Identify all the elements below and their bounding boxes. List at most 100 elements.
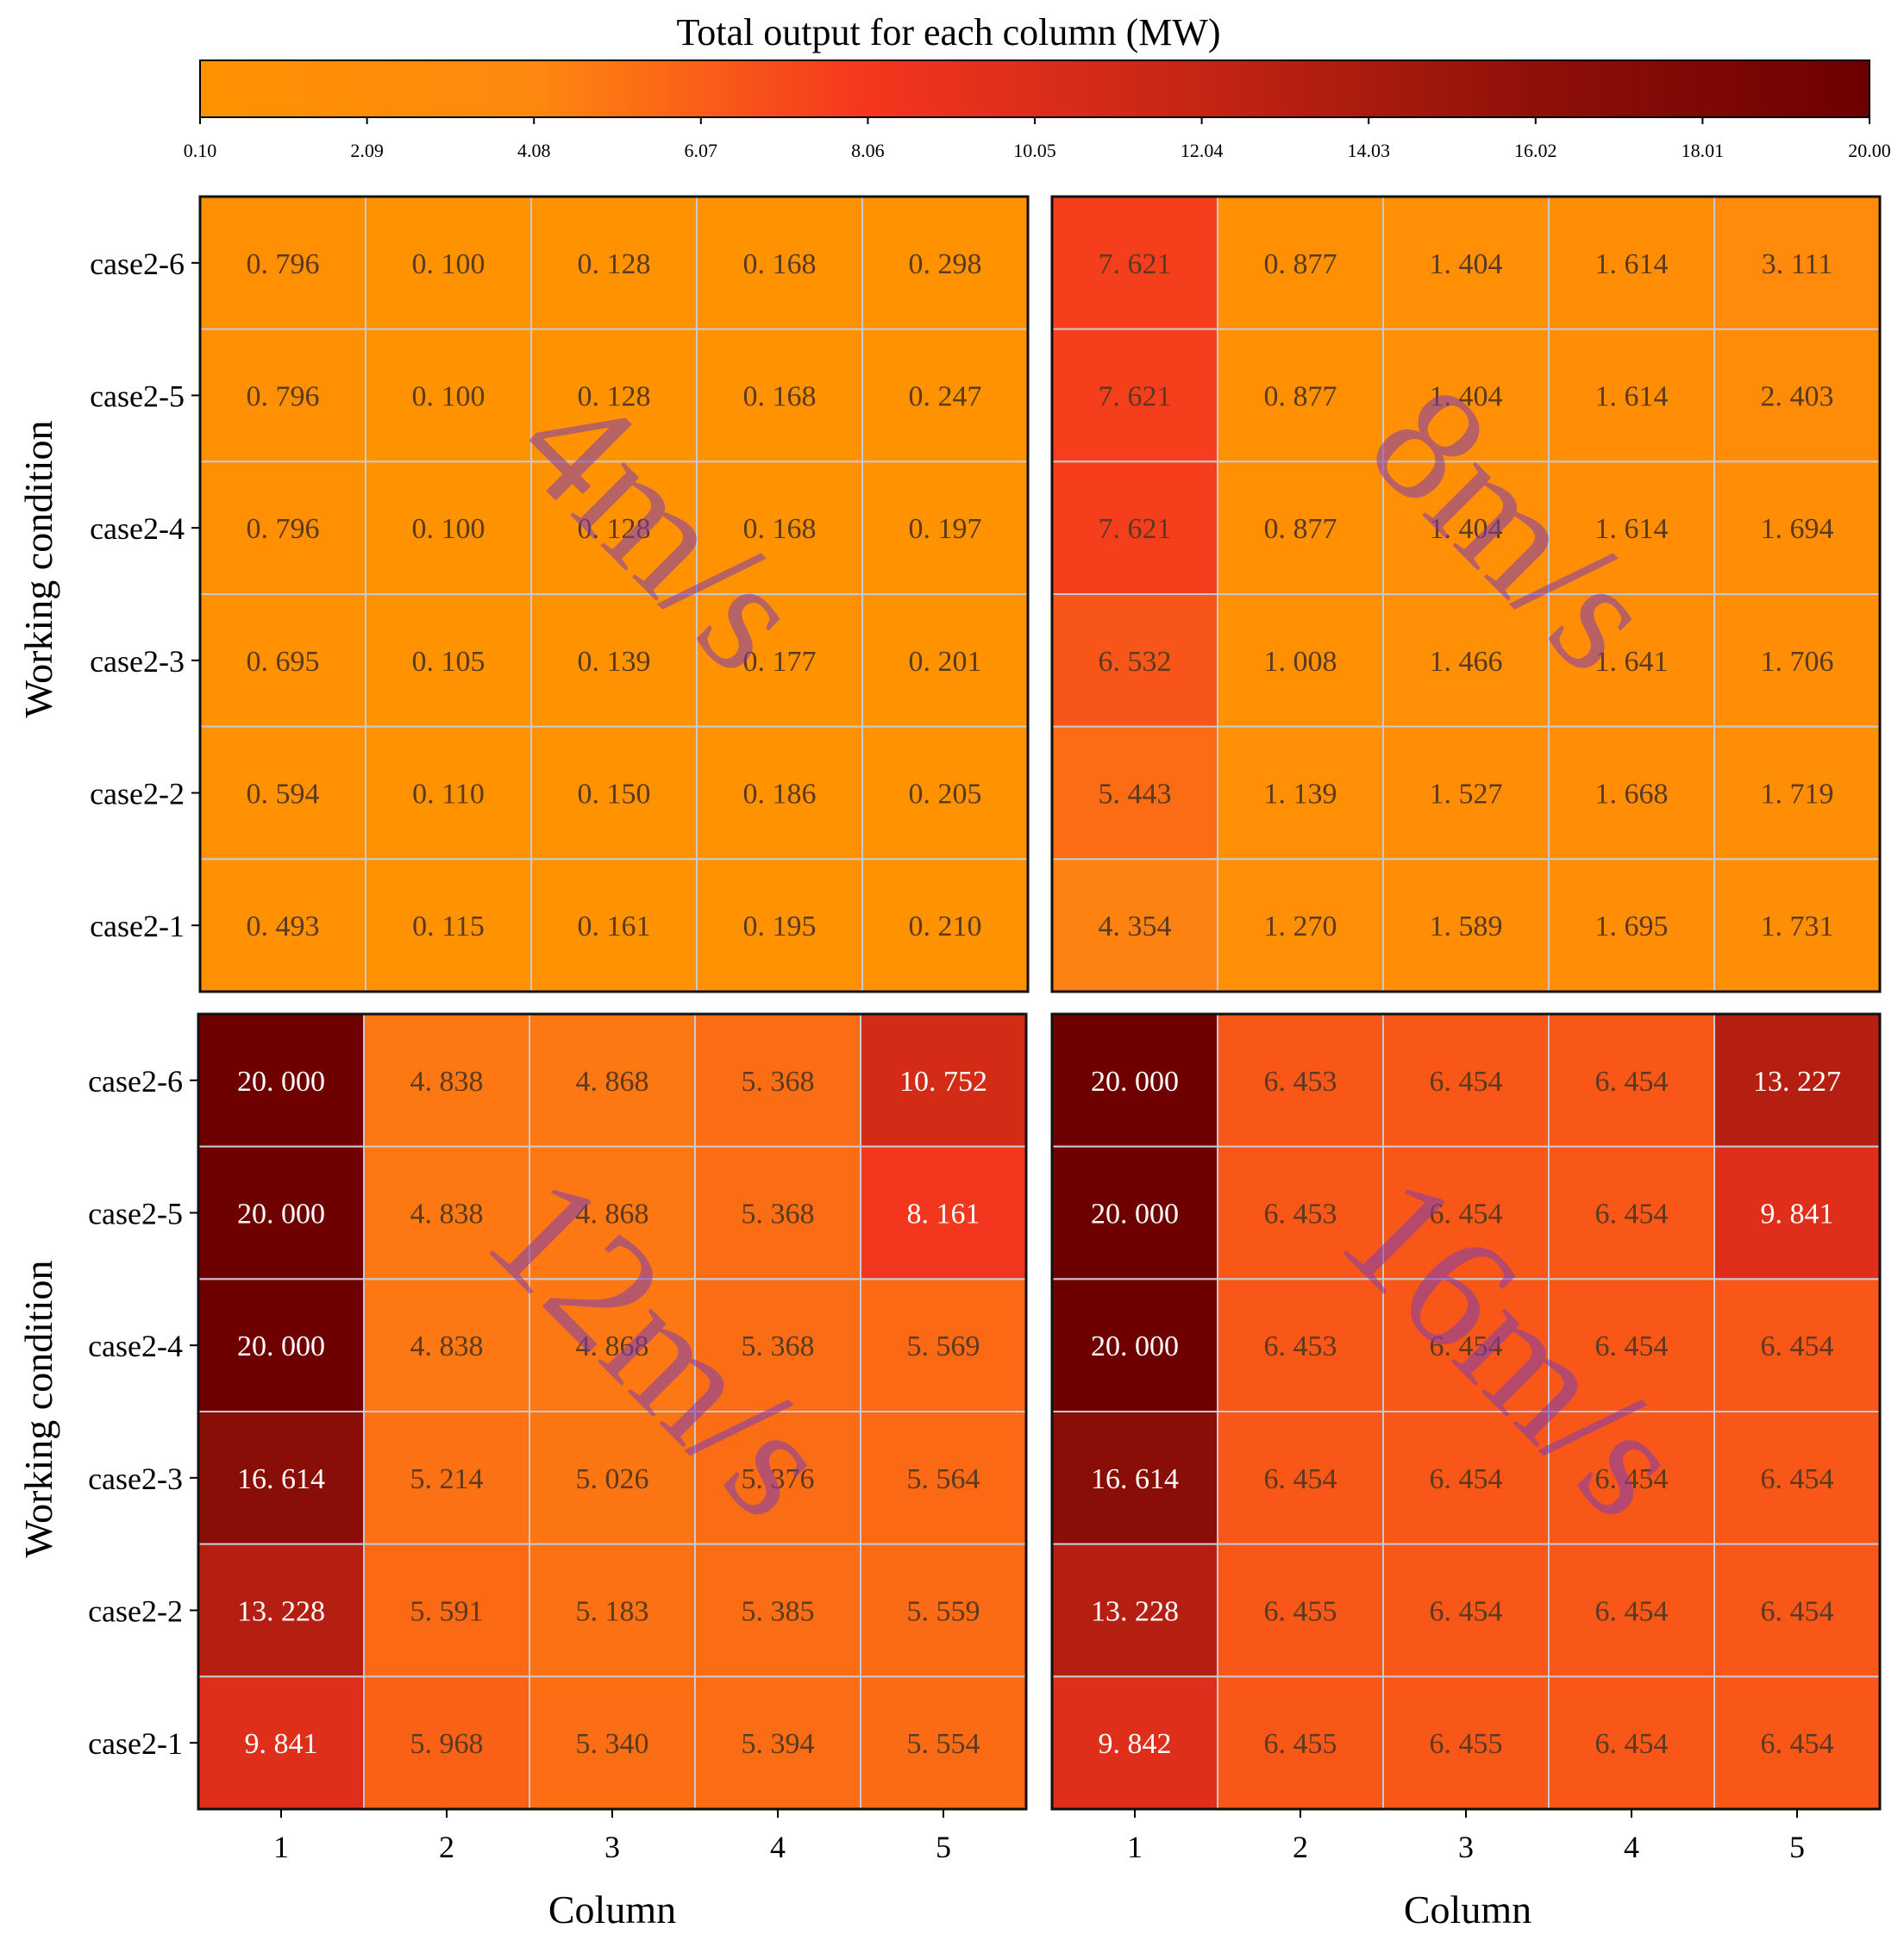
x-tick-label: 5	[1789, 1830, 1805, 1864]
x-tick-label: 4	[770, 1830, 786, 1864]
cell-value-label: 13. 228	[1091, 1596, 1179, 1628]
cell-value-label: 6. 454	[1761, 1463, 1834, 1495]
cell-value-label: 0. 177	[743, 646, 817, 678]
cell-value-label: 0. 796	[247, 513, 320, 545]
colorbar-tick-label: 6.07	[685, 140, 718, 161]
cell-value-label: 16. 614	[1091, 1463, 1179, 1495]
heatmap-cell	[694, 1145, 861, 1280]
heatmap-cell	[860, 1411, 1027, 1545]
heatmap-cell	[529, 1411, 696, 1545]
cell-value-label: 6. 454	[1595, 1463, 1669, 1495]
heatmap-cell	[860, 1543, 1027, 1678]
cell-value-label: 4. 838	[410, 1331, 484, 1362]
heatmap-cell	[365, 858, 532, 992]
cell-value-label: 6. 454	[1430, 1463, 1503, 1495]
cell-value-label: 9. 841	[1761, 1199, 1834, 1230]
cell-value-label: 3. 111	[1762, 248, 1832, 280]
cell-value-label: 0. 100	[412, 248, 485, 280]
heatmap-cell	[1051, 1013, 1218, 1148]
cell-value-label: 1. 668	[1595, 779, 1669, 811]
cell-value-label: 0. 128	[578, 381, 651, 413]
y-tick-label: case2-2	[88, 1594, 183, 1629]
heatmap-cell	[199, 593, 366, 728]
colorbar-tick-label: 12.04	[1181, 140, 1224, 161]
heatmap-cell	[1051, 593, 1218, 728]
y-tick-label: case2-4	[88, 1329, 183, 1363]
y-tick-label: case2-5	[88, 1197, 183, 1231]
cell-value-label: 1. 614	[1595, 381, 1669, 413]
cell-value-label: 0. 128	[578, 248, 651, 280]
heatmap-cell	[696, 328, 863, 463]
cell-value-label: 0. 695	[247, 646, 320, 678]
cell-value-label: 0. 168	[743, 248, 817, 280]
cell-value-label: 5. 554	[907, 1728, 980, 1760]
heatmap-cell	[1051, 328, 1218, 463]
heatmap-cell	[1713, 1013, 1881, 1148]
cell-value-label: 6. 454	[1430, 1596, 1503, 1628]
x-tick-label: 5	[936, 1830, 951, 1864]
cell-value-label: 6. 455	[1264, 1596, 1337, 1628]
x-tick-label: 3	[1458, 1830, 1474, 1864]
cell-value-label: 13. 228	[237, 1596, 325, 1628]
cell-value-label: 6. 454	[1595, 1331, 1669, 1362]
heatmap-cell	[530, 196, 698, 330]
cell-value-label: 6. 455	[1430, 1728, 1503, 1760]
cell-value-label: 1. 719	[1761, 779, 1834, 811]
panel-frame	[198, 195, 1030, 993]
colorbar-tick-label: 4.08	[517, 140, 551, 161]
cell-value-label: 2. 403	[1761, 381, 1834, 413]
heatmap-cell	[696, 593, 863, 728]
heatmap-cell	[696, 196, 863, 330]
heatmap-cell	[529, 1145, 696, 1280]
cell-value-label: 0. 796	[247, 381, 320, 413]
cell-value-label: 5. 564	[907, 1463, 980, 1495]
heatmap-cell	[1217, 1543, 1384, 1678]
cell-value-label: 0. 186	[743, 779, 817, 811]
cell-value-label: 0. 247	[909, 381, 982, 413]
colorbar-tick-label: 2.09	[350, 140, 384, 161]
heatmap-panels: 0. 796 0. 100 0. 128 0. 168 0. 298 0. 796 0. 1…	[88, 195, 1882, 1864]
heatmap-cell	[1713, 1278, 1881, 1413]
heatmap-cell	[1382, 1411, 1550, 1545]
cell-value-label: 5. 443	[1099, 779, 1172, 811]
heatmap-cell	[1217, 1145, 1384, 1280]
cell-value-label: 6. 454	[1430, 1331, 1503, 1362]
heatmap-cell	[1548, 1411, 1715, 1545]
cell-value-label: 6. 454	[1761, 1596, 1834, 1628]
cell-value-label: 6. 454	[1430, 1199, 1503, 1230]
heatmap-cell	[1382, 1543, 1550, 1678]
cell-value-label: 0. 796	[247, 248, 320, 280]
heatmap-cell	[861, 460, 1029, 595]
cell-value-label: 5. 559	[907, 1596, 980, 1628]
cell-value-label: 0. 168	[743, 381, 817, 413]
colorbar-tick-label: 8.06	[851, 140, 885, 161]
heatmap-cell	[861, 328, 1029, 463]
heatmap-cell	[1217, 1411, 1384, 1545]
colorbar-tick-label: 20.00	[1848, 140, 1891, 161]
heatmap-cell	[530, 593, 698, 728]
y-axis-label-bottom: Working condition	[16, 1260, 60, 1557]
heatmap-cell	[1713, 196, 1881, 330]
panel-frame	[1050, 195, 1882, 993]
cell-value-label: 20. 000	[1091, 1066, 1179, 1098]
cell-value-label: 6. 454	[1595, 1728, 1669, 1760]
heatmap-cell	[1382, 1145, 1550, 1280]
cell-value-label: 0. 594	[247, 779, 320, 811]
cell-value-label: 20. 000	[1091, 1199, 1179, 1230]
heatmap-cell	[529, 1543, 696, 1678]
cell-value-label: 1. 614	[1595, 513, 1669, 545]
cell-value-label: 16. 614	[237, 1463, 325, 1495]
heatmap-cell	[1548, 725, 1715, 861]
x-tick-label: 1	[1127, 1830, 1143, 1864]
cell-value-label: 6. 454	[1430, 1066, 1503, 1098]
cell-value-label: 5. 183	[576, 1596, 649, 1628]
colorbar-ticks: 0.10 2.09 4.08 6.07 8.06 10.05 12.04 14.03 16.02…	[184, 117, 1891, 161]
heatmap-cell	[199, 460, 366, 595]
cell-value-label: 20. 000	[1091, 1331, 1179, 1362]
cell-value-label: 4. 838	[410, 1066, 484, 1098]
heatmap-cell	[1217, 328, 1384, 463]
y-tick-label: case2-5	[90, 379, 185, 414]
cell-value-label: 4. 354	[1099, 911, 1172, 942]
cell-value-label: 20. 000	[237, 1066, 325, 1098]
heatmap-cell	[1382, 593, 1550, 728]
